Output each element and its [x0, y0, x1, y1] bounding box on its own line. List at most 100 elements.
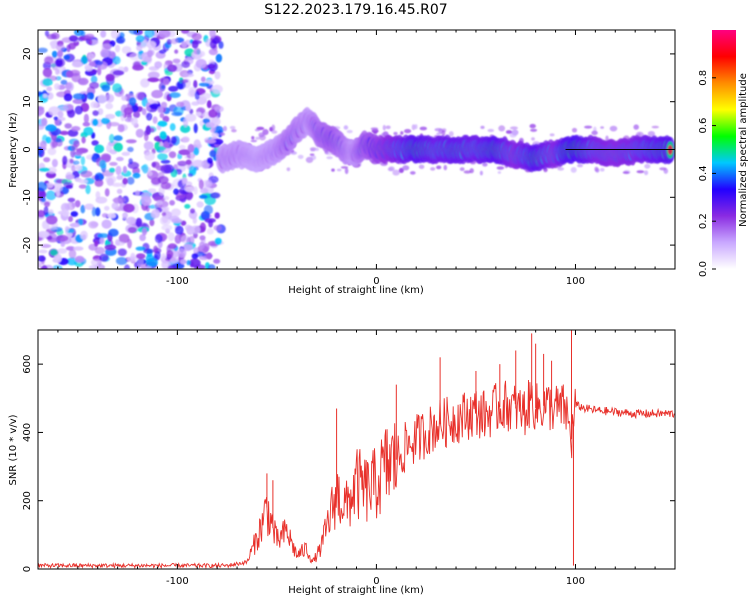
noise-blob — [146, 41, 157, 49]
noise-blob — [382, 124, 386, 131]
noise-blob — [158, 82, 166, 92]
noise-blob — [83, 126, 94, 136]
noise-blob — [73, 246, 84, 251]
noise-blob — [38, 106, 45, 116]
noise-blob — [51, 265, 63, 269]
noise-blob — [199, 241, 205, 249]
noise-blob — [74, 255, 85, 263]
noise-blob — [54, 57, 66, 68]
noise-blob — [55, 44, 66, 52]
noise-blob — [65, 174, 75, 180]
noise-blob — [171, 208, 181, 217]
noise-blob — [94, 60, 104, 66]
noise-blob — [122, 212, 128, 219]
noise-blob — [179, 79, 189, 84]
noise-blob — [38, 255, 46, 262]
noise-blob — [60, 79, 68, 86]
noise-blob — [636, 170, 645, 174]
noise-blob — [48, 106, 61, 116]
noise-blob — [74, 165, 82, 171]
noise-blob — [114, 44, 121, 53]
noise-blob — [66, 70, 74, 78]
noise-blob — [128, 97, 137, 106]
noise-blob — [185, 103, 191, 112]
noise-blob — [125, 139, 137, 144]
x-tick-label: 0 — [373, 276, 379, 287]
noise-blob — [80, 170, 93, 178]
noise-blob — [213, 225, 222, 231]
noise-blob — [51, 50, 58, 58]
noise-blob — [55, 68, 60, 75]
noise-blob — [53, 116, 58, 121]
noise-blob — [223, 125, 227, 132]
noise-blob — [95, 207, 101, 217]
noise-blob — [188, 86, 197, 94]
noise-blob — [213, 258, 221, 264]
noise-blob — [127, 238, 132, 249]
y-tick-label: 600 — [22, 355, 33, 374]
noise-blob — [94, 246, 105, 255]
noise-blob — [54, 253, 62, 263]
snr-frame — [37, 329, 676, 570]
noise-blob — [109, 133, 115, 144]
y-tick-label: 0 — [22, 146, 33, 152]
snr-series-line — [38, 379, 675, 569]
noise-blob — [47, 147, 57, 156]
noise-blob — [135, 35, 145, 43]
noise-blob — [218, 41, 224, 49]
noise-blob — [122, 165, 127, 174]
noise-blob — [205, 179, 213, 188]
noise-blob — [167, 264, 178, 269]
noise-blob — [105, 113, 116, 120]
noise-blob — [70, 211, 79, 217]
noise-blob — [208, 109, 218, 118]
noise-blob — [170, 250, 180, 258]
noise-blob — [167, 243, 177, 250]
noise-blob — [206, 228, 214, 235]
noise-blob — [54, 83, 60, 91]
noise-blob — [71, 202, 76, 208]
noise-blob — [77, 77, 89, 86]
y-tick-label: 10 — [22, 95, 33, 108]
noise-blob — [157, 153, 168, 161]
noise-blob — [105, 93, 115, 103]
noise-blob — [180, 259, 187, 265]
noise-blob — [141, 97, 148, 107]
noise-blob — [71, 165, 76, 172]
spectrogram-x-ticks: -100 0 100 — [37, 30, 676, 287]
noise-blob — [181, 41, 188, 48]
noise-blob — [181, 177, 187, 185]
noise-blob — [577, 164, 583, 168]
noise-blob — [40, 244, 52, 248]
noise-blob — [88, 39, 93, 45]
noise-blob — [498, 125, 506, 132]
noise-blob — [57, 50, 63, 58]
noise-blob — [177, 248, 187, 258]
noise-blob — [47, 225, 57, 231]
noise-blob — [127, 146, 134, 153]
noise-blob — [193, 147, 200, 156]
noise-blob — [182, 73, 194, 78]
noise-blob — [404, 129, 412, 134]
noise-blob — [89, 81, 100, 89]
noise-blob — [398, 167, 404, 173]
noise-blob — [74, 200, 81, 208]
noise-blob — [112, 56, 121, 65]
noise-blob — [129, 52, 141, 61]
noise-blob — [68, 35, 79, 42]
noise-blob — [106, 144, 113, 153]
noise-blob — [117, 248, 127, 257]
noise-blob — [286, 167, 291, 172]
noise-blob — [204, 218, 216, 223]
noise-blob — [130, 252, 136, 261]
noise-blob — [166, 64, 178, 73]
noise-blob — [441, 130, 446, 136]
noise-blob — [162, 115, 170, 123]
noise-blob — [171, 218, 183, 224]
noise-blob — [169, 92, 181, 98]
noise-blob — [66, 257, 78, 266]
noise-blob — [530, 128, 538, 132]
noise-blob — [170, 136, 177, 144]
noise-blob — [46, 235, 53, 240]
